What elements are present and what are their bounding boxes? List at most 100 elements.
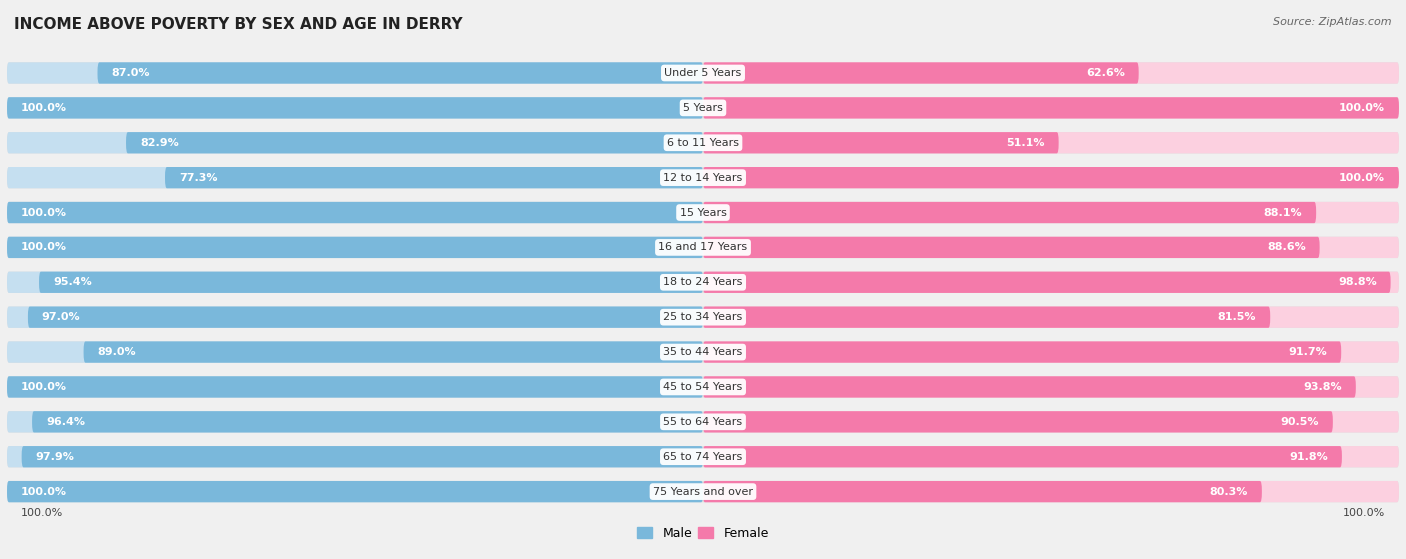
FancyBboxPatch shape [703,167,1399,188]
Text: 51.1%: 51.1% [1007,138,1045,148]
Text: 18 to 24 Years: 18 to 24 Years [664,277,742,287]
FancyBboxPatch shape [7,132,1399,153]
FancyBboxPatch shape [703,376,1399,397]
FancyBboxPatch shape [7,237,703,258]
Text: Source: ZipAtlas.com: Source: ZipAtlas.com [1274,17,1392,27]
Text: 5 Years: 5 Years [683,103,723,113]
Text: 88.1%: 88.1% [1264,207,1302,217]
Legend: Male, Female: Male, Female [633,522,773,545]
FancyBboxPatch shape [7,202,703,223]
FancyBboxPatch shape [7,97,1399,119]
Text: 91.7%: 91.7% [1288,347,1327,357]
Text: 12 to 14 Years: 12 to 14 Years [664,173,742,183]
FancyBboxPatch shape [703,167,1399,188]
Text: 87.0%: 87.0% [111,68,150,78]
Text: 100.0%: 100.0% [21,207,67,217]
FancyBboxPatch shape [703,446,1399,467]
Text: 25 to 34 Years: 25 to 34 Years [664,312,742,322]
Text: INCOME ABOVE POVERTY BY SEX AND AGE IN DERRY: INCOME ABOVE POVERTY BY SEX AND AGE IN D… [14,17,463,32]
FancyBboxPatch shape [703,237,1320,258]
FancyBboxPatch shape [7,481,703,502]
Text: 45 to 54 Years: 45 to 54 Years [664,382,742,392]
FancyBboxPatch shape [703,132,1059,153]
Text: 96.4%: 96.4% [46,417,84,427]
Text: 95.4%: 95.4% [53,277,91,287]
Text: 75 Years and over: 75 Years and over [652,486,754,496]
Text: 15 Years: 15 Years [679,207,727,217]
Text: 97.0%: 97.0% [42,312,80,322]
FancyBboxPatch shape [39,272,703,293]
FancyBboxPatch shape [7,167,703,188]
FancyBboxPatch shape [7,272,1399,293]
FancyBboxPatch shape [703,202,1399,223]
Text: 93.8%: 93.8% [1303,382,1341,392]
Text: 16 and 17 Years: 16 and 17 Years [658,243,748,253]
FancyBboxPatch shape [7,446,703,467]
FancyBboxPatch shape [7,306,703,328]
Text: 89.0%: 89.0% [97,347,136,357]
FancyBboxPatch shape [7,306,1399,328]
FancyBboxPatch shape [7,411,703,433]
FancyBboxPatch shape [703,272,1391,293]
Text: 82.9%: 82.9% [141,138,179,148]
FancyBboxPatch shape [703,306,1399,328]
FancyBboxPatch shape [7,132,703,153]
Text: 100.0%: 100.0% [21,508,63,518]
FancyBboxPatch shape [21,446,703,467]
Text: 81.5%: 81.5% [1218,312,1257,322]
FancyBboxPatch shape [7,446,1399,467]
FancyBboxPatch shape [7,97,703,119]
Text: 97.9%: 97.9% [35,452,75,462]
FancyBboxPatch shape [703,97,1399,119]
FancyBboxPatch shape [7,167,1399,188]
Text: 91.8%: 91.8% [1289,452,1329,462]
Text: 100.0%: 100.0% [21,103,67,113]
FancyBboxPatch shape [127,132,703,153]
Text: 100.0%: 100.0% [21,243,67,253]
FancyBboxPatch shape [7,342,1399,363]
FancyBboxPatch shape [703,342,1399,363]
FancyBboxPatch shape [703,272,1399,293]
FancyBboxPatch shape [7,481,703,502]
Text: 55 to 64 Years: 55 to 64 Years [664,417,742,427]
FancyBboxPatch shape [703,202,1316,223]
Text: 90.5%: 90.5% [1281,417,1319,427]
Text: 100.0%: 100.0% [1339,103,1385,113]
Text: 80.3%: 80.3% [1209,486,1249,496]
Text: 100.0%: 100.0% [21,382,67,392]
FancyBboxPatch shape [7,272,703,293]
FancyBboxPatch shape [7,202,1399,223]
FancyBboxPatch shape [7,63,1399,84]
FancyBboxPatch shape [703,63,1399,84]
FancyBboxPatch shape [32,411,703,433]
FancyBboxPatch shape [7,342,703,363]
FancyBboxPatch shape [703,481,1399,502]
Text: 65 to 74 Years: 65 to 74 Years [664,452,742,462]
FancyBboxPatch shape [703,237,1399,258]
Text: 100.0%: 100.0% [1339,173,1385,183]
FancyBboxPatch shape [28,306,703,328]
FancyBboxPatch shape [7,237,1399,258]
FancyBboxPatch shape [703,411,1399,433]
FancyBboxPatch shape [7,411,1399,433]
FancyBboxPatch shape [97,63,703,84]
FancyBboxPatch shape [7,376,703,397]
FancyBboxPatch shape [703,132,1399,153]
FancyBboxPatch shape [703,376,1355,397]
FancyBboxPatch shape [703,446,1341,467]
FancyBboxPatch shape [83,342,703,363]
FancyBboxPatch shape [7,481,1399,502]
FancyBboxPatch shape [703,306,1270,328]
FancyBboxPatch shape [7,376,703,397]
FancyBboxPatch shape [7,237,703,258]
FancyBboxPatch shape [703,481,1261,502]
Text: 100.0%: 100.0% [21,486,67,496]
Text: 62.6%: 62.6% [1085,68,1125,78]
Text: 98.8%: 98.8% [1339,277,1376,287]
Text: 100.0%: 100.0% [1343,508,1385,518]
Text: 88.6%: 88.6% [1267,243,1306,253]
FancyBboxPatch shape [7,202,703,223]
FancyBboxPatch shape [703,97,1399,119]
FancyBboxPatch shape [7,63,703,84]
Text: 35 to 44 Years: 35 to 44 Years [664,347,742,357]
